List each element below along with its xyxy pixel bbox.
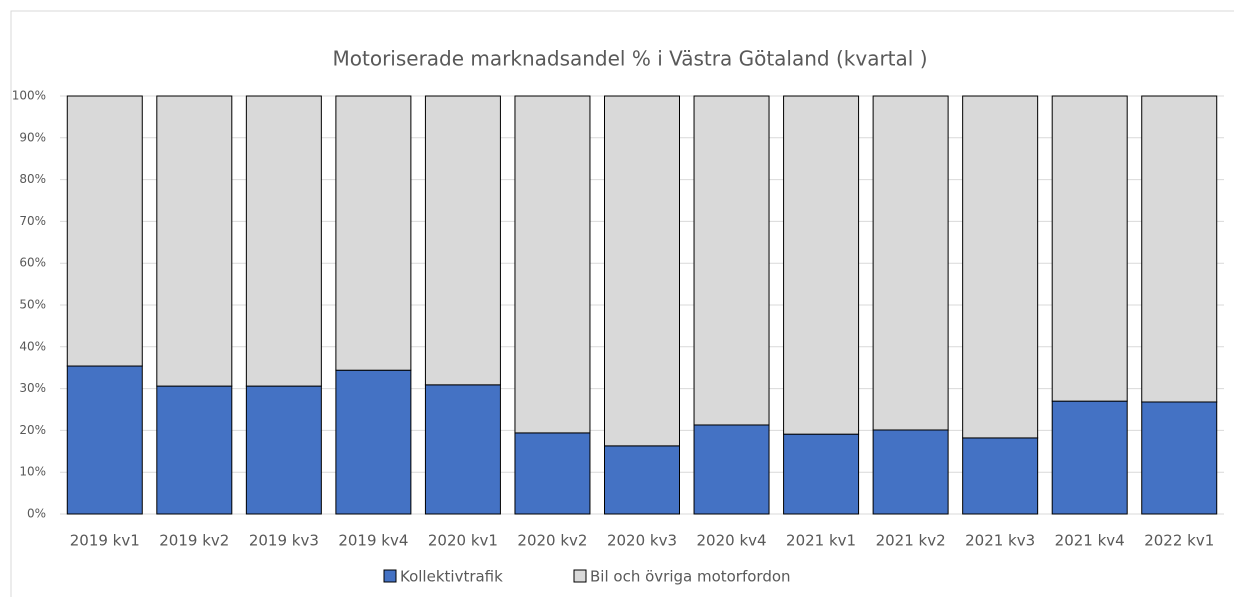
legend-swatch: [383, 569, 397, 583]
x-tick-label: 2020 kv2: [517, 532, 587, 550]
y-tick-label: 40%: [19, 339, 46, 353]
x-tick-label: 2020 kv3: [607, 532, 677, 550]
y-tick-label: 50%: [19, 298, 46, 312]
bar-segment: [693, 95, 770, 426]
y-tick-label: 0%: [27, 507, 46, 521]
x-tick-label: 2020 kv1: [428, 532, 498, 550]
bar-segment: [1051, 400, 1128, 515]
x-tick-label: 2021 kv4: [1055, 532, 1125, 550]
y-tick-label: 90%: [19, 130, 46, 144]
bar-segment: [66, 365, 143, 515]
x-tick-label: 2019 kv4: [338, 532, 408, 550]
bar-segment: [783, 433, 860, 515]
bar-segment: [424, 384, 501, 515]
bar-segment: [424, 95, 501, 386]
chart-title: Motoriserade marknadsandel % i Västra Gö…: [333, 47, 928, 71]
x-tick-label: 2019 kv3: [249, 532, 319, 550]
bar-segment: [1141, 95, 1218, 403]
y-tick-label: 20%: [19, 423, 46, 437]
x-tick-label: 2021 kv2: [876, 532, 946, 550]
legend-label: Bil och övriga motorfordon: [590, 568, 791, 586]
bar-segment: [156, 95, 233, 387]
bar-segment: [872, 95, 949, 431]
bar-segment: [245, 95, 322, 387]
x-tick-label: 2021 kv3: [965, 532, 1035, 550]
y-tick-label: 30%: [19, 381, 46, 395]
y-tick-label: 80%: [19, 172, 46, 186]
bar-segment: [245, 385, 322, 515]
bar-segment: [1141, 401, 1218, 515]
y-tick-label: 10%: [19, 465, 46, 479]
y-tick-label: 100%: [12, 89, 46, 103]
bar-segment: [156, 385, 233, 515]
x-tick-label: 2022 kv1: [1144, 532, 1214, 550]
bar-segment: [693, 424, 770, 515]
x-tick-label: 2019 kv1: [70, 532, 140, 550]
bar-segment: [66, 95, 143, 367]
bar-segment: [783, 95, 860, 435]
y-tick-label: 70%: [19, 214, 46, 228]
x-tick-label: 2021 kv1: [786, 532, 856, 550]
bar-segment: [335, 95, 412, 371]
legend-label: Kollektivtrafik: [400, 568, 503, 586]
bar-segment: [514, 95, 591, 434]
legend-swatch: [573, 569, 587, 583]
x-tick-label: 2019 kv2: [159, 532, 229, 550]
y-tick-label: 60%: [19, 256, 46, 270]
bar-segment: [604, 445, 680, 515]
bar-segment: [962, 95, 1039, 439]
bar-segment: [962, 437, 1039, 515]
x-tick-label: 2020 kv4: [697, 532, 767, 550]
bar-segment: [604, 95, 680, 447]
bar-segment: [514, 432, 591, 515]
bar-segment: [1051, 95, 1128, 402]
bar-segment: [335, 369, 412, 515]
bar-segment: [872, 429, 949, 515]
